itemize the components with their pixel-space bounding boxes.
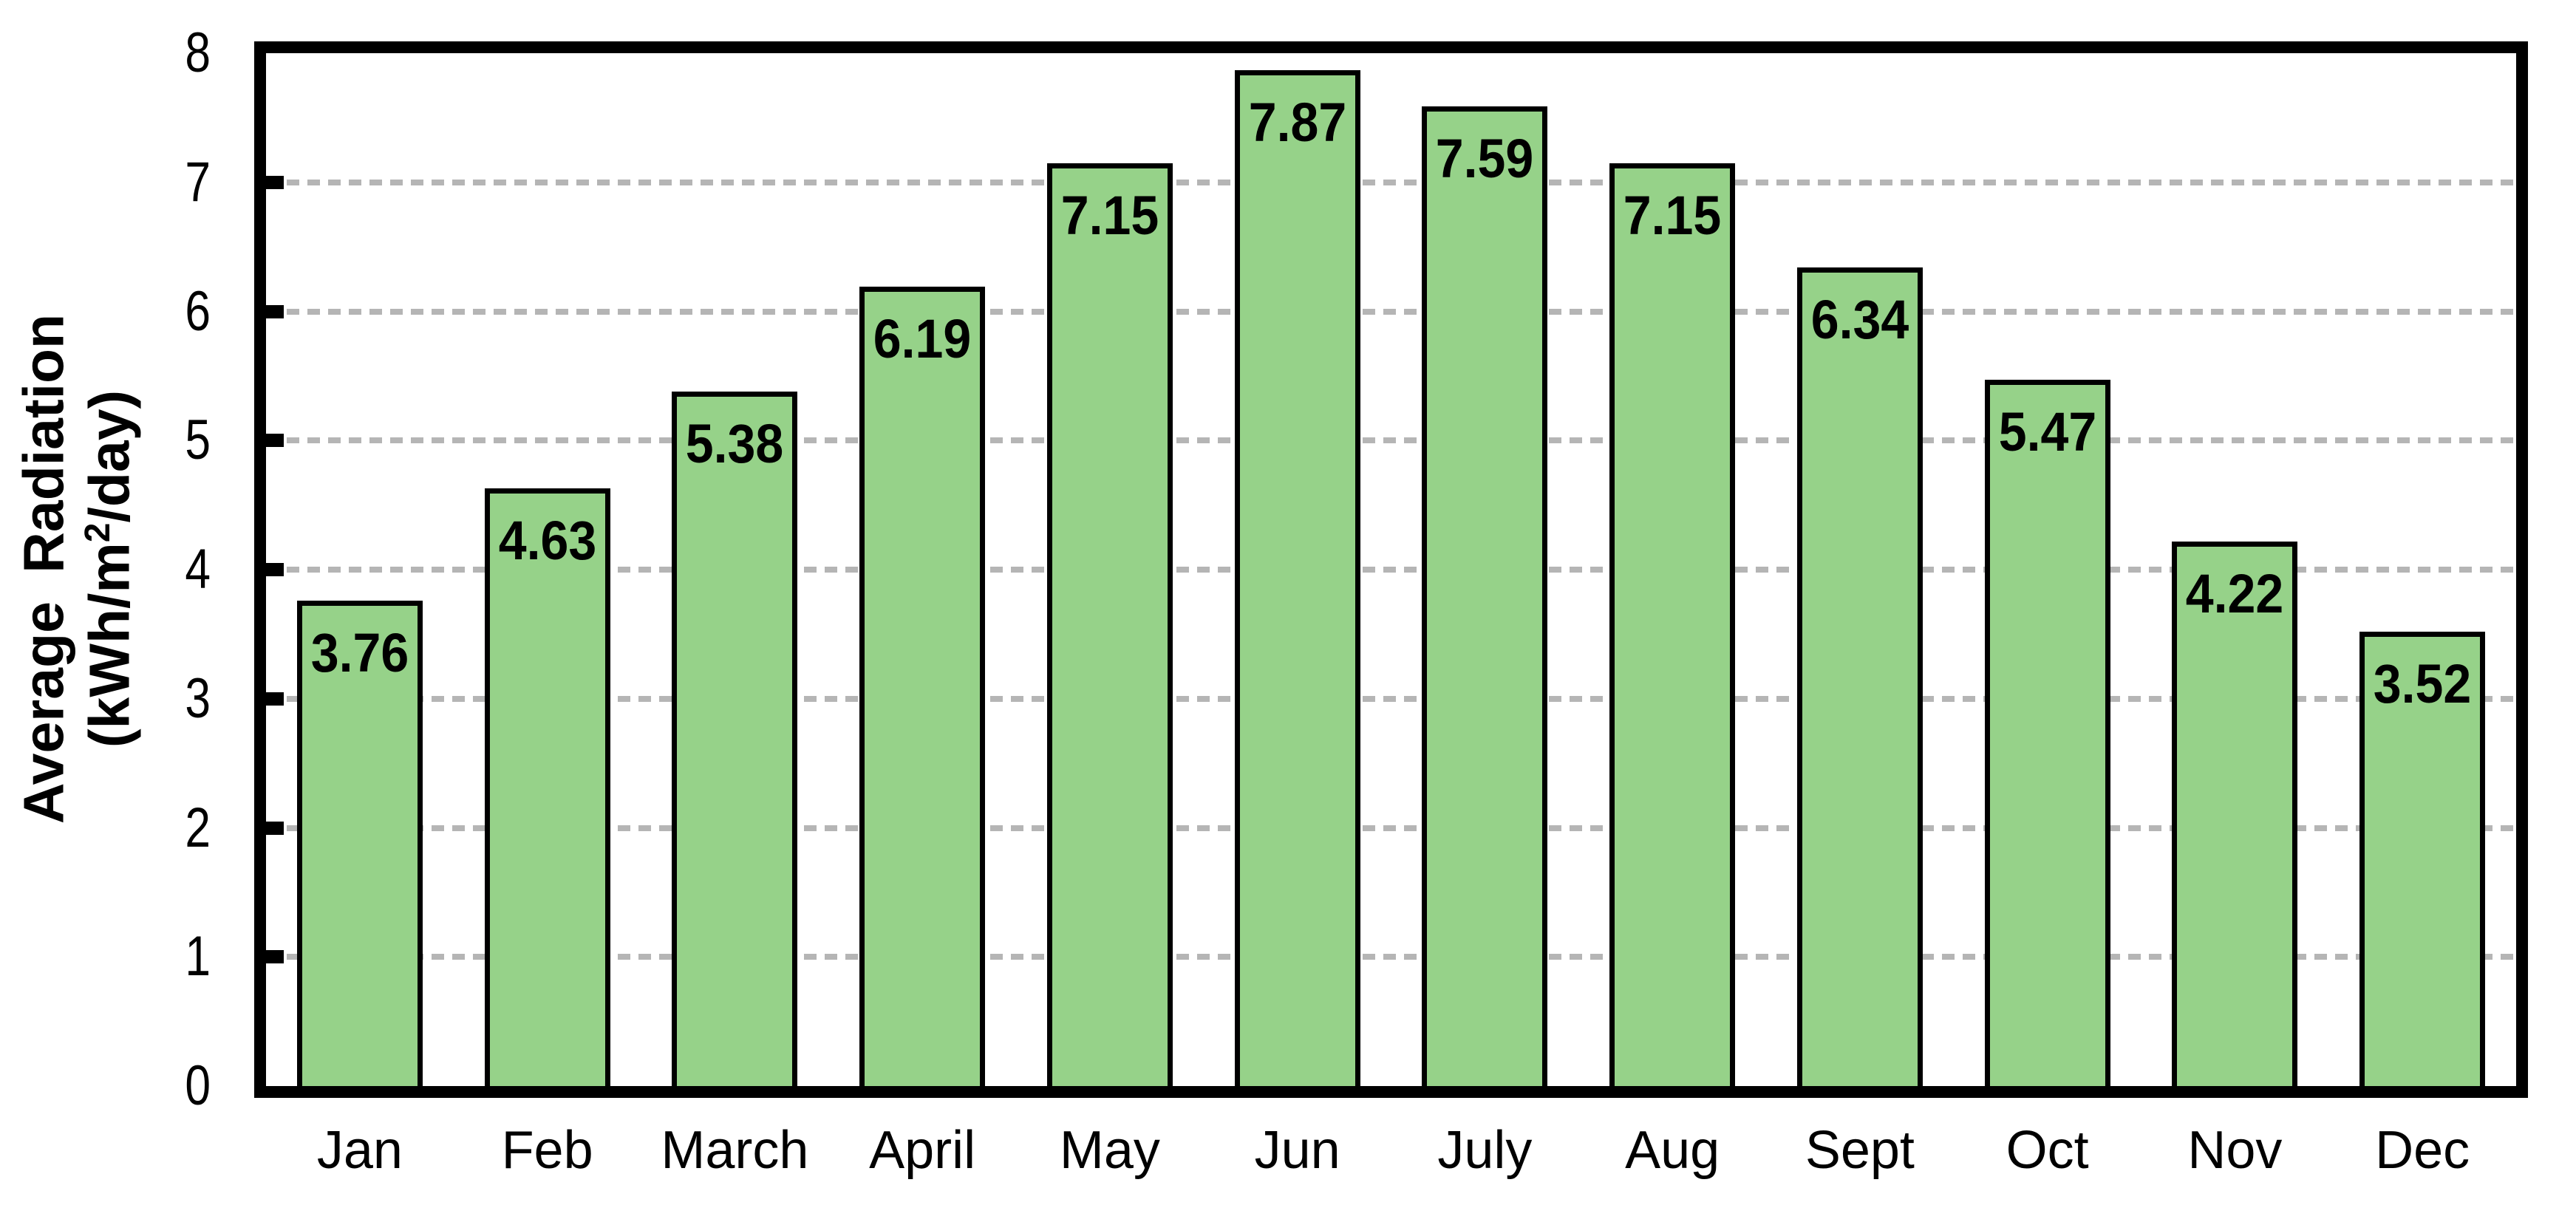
bar-sept: 6.34	[1796, 267, 1923, 1086]
x-axis-label-feb: Feb	[501, 1121, 593, 1180]
x-axis-label-march: March	[661, 1121, 809, 1180]
y-tick-mark	[266, 304, 284, 318]
plot-area: 3.76 4.63 5.38 6.19 7.15 7.87 7.59 7.15 6.34 5.47…	[254, 41, 2528, 1098]
x-axis-label-april: April	[869, 1121, 976, 1180]
bar-oct: 5.47	[1984, 380, 2110, 1086]
y-tick-mark	[266, 950, 284, 964]
y-tick-label: 0	[185, 1054, 211, 1117]
y-tick-label: 6	[185, 279, 211, 343]
x-axis-label-aug: Aug	[1625, 1121, 1720, 1180]
gridline	[266, 954, 2516, 960]
bar-value-label: 7.59	[1436, 127, 1534, 189]
gridline	[266, 825, 2516, 831]
bar-july: 7.59	[1422, 106, 1548, 1086]
bar-value-label: 7.87	[1248, 91, 1346, 153]
bar-value-label: 7.15	[1623, 184, 1722, 246]
y-tick-mark	[266, 434, 284, 448]
bar-aug: 7.15	[1609, 163, 1736, 1086]
bar-march: 5.38	[672, 391, 798, 1086]
x-axis-label-oct: Oct	[2006, 1121, 2089, 1180]
x-axis-label-nov: Nov	[2187, 1121, 2283, 1180]
y-tick-label: 8	[185, 21, 211, 84]
bar-feb: 4.63	[484, 488, 610, 1086]
x-axis-label-july: July	[1437, 1121, 1533, 1180]
gridline	[266, 567, 2516, 573]
gridline	[266, 437, 2516, 444]
bar-jun: 7.87	[1234, 69, 1360, 1086]
y-tick-label: 2	[185, 796, 211, 859]
gridline	[266, 308, 2516, 315]
bar-value-label: 6.34	[1810, 289, 1909, 351]
y-tick-label: 3	[185, 666, 211, 730]
bar-value-label: 3.76	[310, 621, 409, 683]
x-axis-label-may: May	[1059, 1121, 1160, 1180]
gridline	[266, 695, 2516, 702]
bar-value-label: 7.15	[1060, 184, 1159, 246]
y-tick-label: 1	[185, 925, 211, 989]
x-axis-label-sept: Sept	[1805, 1121, 1915, 1180]
y-tick-mark	[266, 563, 284, 576]
bar-nov: 4.22	[2172, 541, 2298, 1086]
y-tick-label: 5	[185, 409, 211, 472]
bar-value-label: 5.38	[686, 412, 784, 474]
bar-may: 7.15	[1046, 163, 1173, 1086]
bar-value-label: 6.19	[873, 308, 972, 370]
bar-april: 6.19	[859, 287, 986, 1086]
x-axis-label-jun: Jun	[1254, 1121, 1340, 1180]
bar-dec: 3.52	[2359, 631, 2486, 1086]
y-tick-mark	[266, 175, 284, 189]
x-axis-label-jan: Jan	[316, 1121, 403, 1180]
x-axis-label-dec: Dec	[2375, 1121, 2470, 1180]
gridline	[266, 179, 2516, 185]
bar-value-label: 3.52	[2373, 652, 2472, 714]
y-tick-label: 7	[185, 150, 211, 214]
y-tick-mark	[266, 821, 284, 835]
bar-jan: 3.76	[296, 600, 423, 1086]
bar-value-label: 5.47	[1998, 401, 2096, 463]
y-tick-mark	[266, 692, 284, 706]
bar-value-label: 4.63	[498, 509, 596, 571]
y-tick-label: 4	[185, 538, 211, 601]
bar-value-label: 4.22	[2186, 562, 2284, 624]
